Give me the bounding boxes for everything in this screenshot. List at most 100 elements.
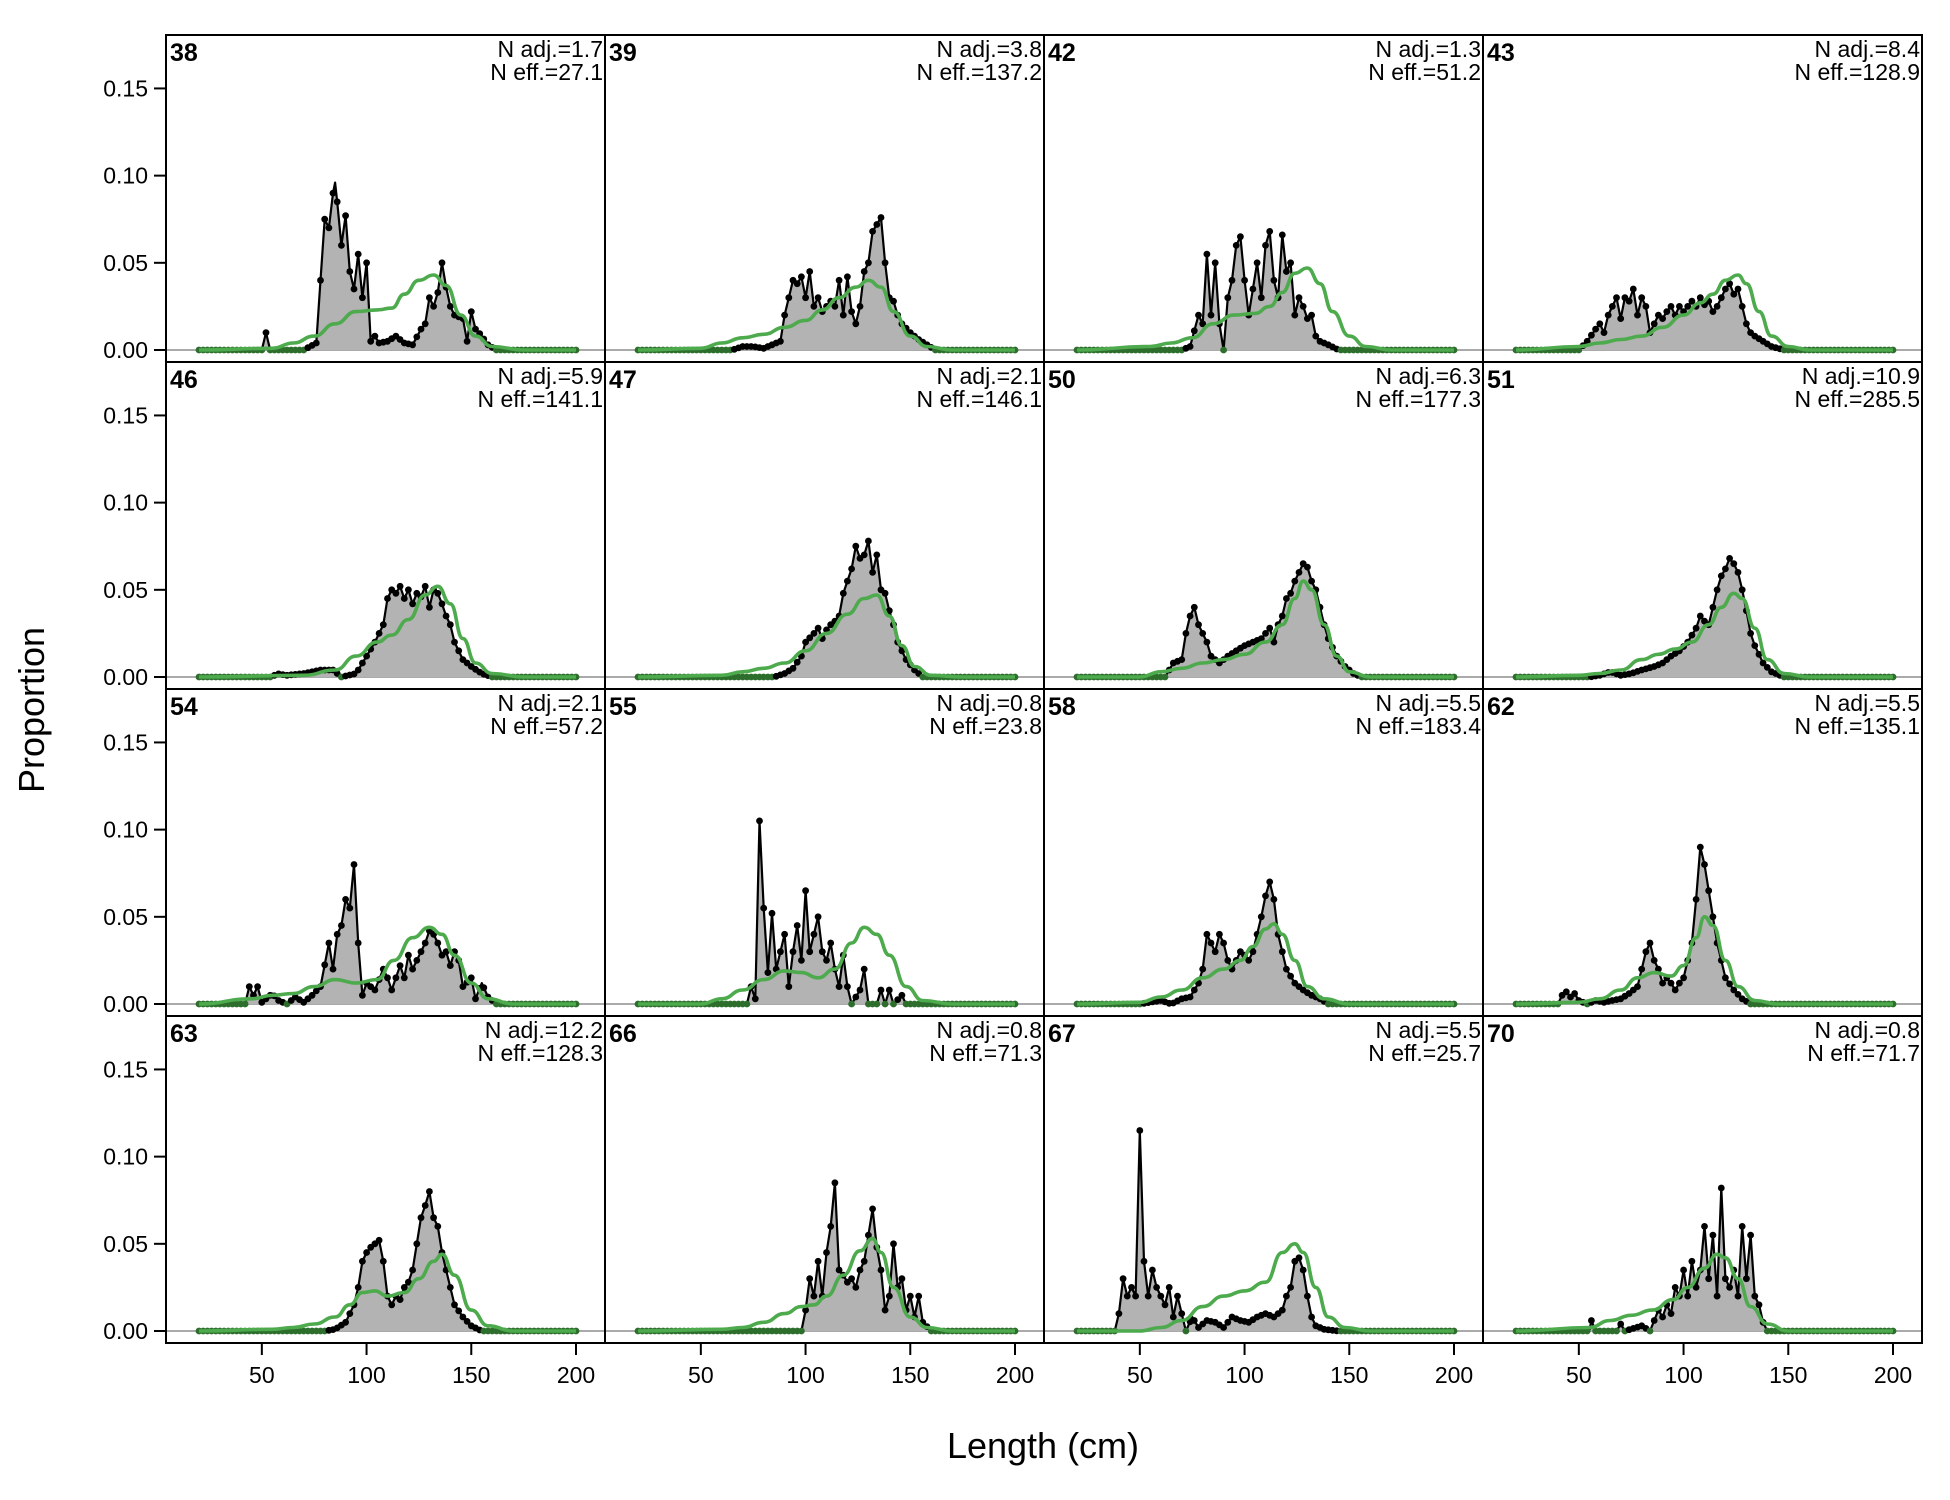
observed-point (1308, 1313, 1315, 1321)
observed-point (1667, 979, 1675, 987)
y-tick-label: 0.10 (103, 817, 148, 843)
panel-58: 58 N adj.=5.5N eff.=183.4 (1043, 688, 1484, 1017)
observed-point (1726, 1284, 1733, 1291)
observed-area (1077, 231, 1454, 350)
observed-point (1199, 630, 1207, 637)
observed-point (1604, 311, 1612, 319)
observed-point (1220, 346, 1227, 354)
observed-point (405, 586, 412, 594)
observed-point (852, 1284, 860, 1291)
observed-point (777, 948, 784, 956)
panel-70: 70 N adj.=0.8N eff.=71.7 (1482, 1015, 1923, 1344)
observed-point (321, 961, 329, 969)
observed-point (1207, 311, 1215, 319)
n-adj-label: N adj.=0.8 (937, 690, 1043, 716)
observed-point (350, 861, 358, 868)
observed-point (359, 991, 366, 999)
observed-point (325, 224, 333, 232)
observed-point (1270, 638, 1278, 646)
observed-point (371, 332, 379, 340)
n-eff-label: N eff.=25.7 (1368, 1040, 1481, 1066)
observed-point (1600, 329, 1608, 336)
observed-point (329, 189, 337, 197)
panel-label: 42 (1048, 39, 1076, 67)
observed-point (1278, 231, 1286, 239)
observed-point (1278, 1306, 1286, 1314)
observed-point (1287, 972, 1294, 980)
observed-point (852, 320, 860, 328)
observed-point (1278, 948, 1286, 956)
observed-point (1751, 1292, 1759, 1300)
n-adj-label: N adj.=2.1 (498, 690, 604, 716)
observed-point (359, 294, 366, 302)
observed-point (384, 974, 391, 982)
observed-point (1650, 1317, 1658, 1324)
n-eff-label: N eff.=146.1 (916, 386, 1042, 412)
observed-point (873, 221, 881, 228)
observed-point (409, 341, 416, 349)
observed-point (354, 1284, 362, 1291)
observed-point (743, 1000, 751, 1008)
observed-point (359, 659, 366, 667)
y-tick-label: 0.10 (103, 490, 148, 516)
observed-point (375, 630, 383, 637)
observed-point (1646, 939, 1654, 947)
panel-43: 43 N adj.=8.4N eff.=128.9 (1482, 34, 1923, 363)
observed-point (409, 965, 416, 973)
x-tick-label: 50 (1127, 1362, 1153, 1388)
observed-point (1178, 1310, 1186, 1317)
observed-point (1730, 290, 1738, 298)
observed-point (1278, 612, 1286, 620)
observed-point (802, 887, 809, 895)
observed-point (1717, 1184, 1725, 1192)
observed-point (241, 1000, 249, 1008)
observed-point (1634, 983, 1641, 990)
observed-point (426, 1188, 433, 1195)
observed-point (785, 294, 793, 302)
observed-point (400, 1284, 408, 1291)
observed-point (848, 308, 855, 315)
y-tick-label: 0.15 (103, 75, 148, 101)
observed-point (346, 268, 354, 275)
observed-point (1140, 1257, 1148, 1265)
panel-label: 39 (609, 39, 637, 67)
observed-area (199, 586, 576, 677)
observed-point (1190, 1317, 1198, 1324)
observed-point (890, 1240, 897, 1248)
observed-point (430, 303, 437, 310)
n-adj-label: N adj.=1.3 (1376, 36, 1482, 62)
observed-point (1688, 297, 1696, 305)
observed-point (1709, 913, 1717, 921)
observed-point (426, 294, 433, 302)
observed-point (1186, 612, 1194, 620)
observed-point (1144, 1292, 1152, 1300)
panel-label: 38 (170, 39, 198, 67)
observed-point (1249, 948, 1257, 956)
observed-point (1696, 612, 1704, 620)
observed-point (338, 922, 345, 929)
observed-point (434, 1223, 442, 1230)
observed-point (1709, 308, 1717, 315)
observed-point (396, 1296, 404, 1303)
observed-point (1650, 320, 1658, 328)
panel-label: 55 (609, 693, 637, 721)
observed-point (1220, 939, 1227, 947)
panel-label: 51 (1487, 366, 1515, 394)
observed-point (467, 308, 475, 315)
observed-point (789, 664, 797, 672)
x-tick-label: 50 (249, 1362, 275, 1388)
observed-point (844, 983, 851, 990)
observed-point (818, 948, 826, 956)
observed-point (798, 273, 805, 281)
observed-point (1291, 311, 1299, 319)
observed-point (451, 1301, 458, 1309)
panel-label: 70 (1487, 1020, 1515, 1048)
observed-point (1659, 1313, 1666, 1321)
y-tick-label: 0.05 (103, 250, 148, 276)
n-adj-label: N adj.=1.7 (498, 36, 604, 62)
y-tick-label: 0.05 (103, 904, 148, 930)
observed-point (869, 1205, 876, 1213)
observed-point (421, 320, 429, 328)
observed-point (1755, 650, 1763, 658)
observed-area (1077, 881, 1454, 1004)
